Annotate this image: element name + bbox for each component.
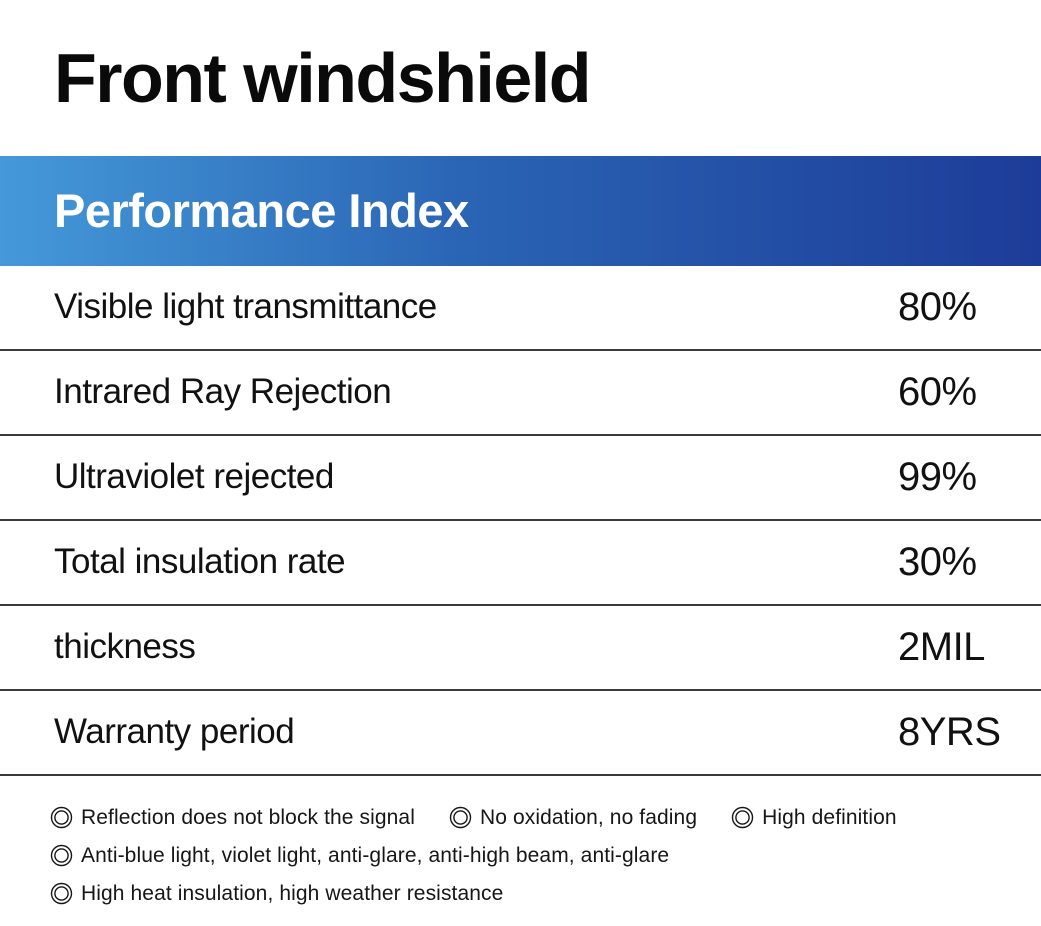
spec-label: Total insulation rate xyxy=(54,542,346,581)
banner-title: Performance Index xyxy=(54,184,469,237)
double-circle-icon xyxy=(50,882,73,905)
list-item: No oxidation, no fading xyxy=(449,806,697,830)
performance-index-banner: Performance Index xyxy=(0,155,1041,266)
spec-label: Visible light transmittance xyxy=(54,287,437,326)
page-title: Front windshield xyxy=(54,39,591,117)
table-row: Warranty period 8YRS xyxy=(0,691,1041,776)
double-circle-icon xyxy=(449,806,472,829)
spec-value: 30% xyxy=(898,539,977,584)
double-circle-icon xyxy=(50,806,73,829)
feature-text: High heat insulation, high weather resis… xyxy=(81,881,504,905)
list-item: Reflection does not block the signal xyxy=(50,806,415,830)
spec-table: Visible light transmittance 80% Intrared… xyxy=(0,266,1041,776)
spec-value: 99% xyxy=(898,454,977,499)
feature-line: High heat insulation, high weather resis… xyxy=(50,882,1041,906)
table-row: Intrared Ray Rejection 60% xyxy=(0,351,1041,436)
feature-text: Reflection does not block the signal xyxy=(81,805,415,829)
feature-line: Reflection does not block the signal No … xyxy=(50,806,1041,830)
table-row: Ultraviolet rejected 99% xyxy=(0,436,1041,521)
double-circle-icon xyxy=(731,806,754,829)
spec-value: 2MIL xyxy=(898,624,985,669)
feature-text: No oxidation, no fading xyxy=(479,805,698,829)
double-circle-icon xyxy=(50,844,73,867)
feature-text: Anti-blue light, violet light, anti-glar… xyxy=(81,843,670,867)
feature-list: Reflection does not block the signal No … xyxy=(0,776,1041,906)
feature-text: High definition xyxy=(762,805,897,829)
spec-label: Intrared Ray Rejection xyxy=(54,372,392,411)
spec-label: thickness xyxy=(54,627,196,666)
table-row: Total insulation rate 30% xyxy=(0,521,1041,606)
spec-value: 80% xyxy=(898,284,977,329)
table-row: Visible light transmittance 80% xyxy=(0,266,1041,351)
list-item: Anti-blue light, violet light, anti-glar… xyxy=(50,844,669,868)
spec-label: Ultraviolet rejected xyxy=(54,457,334,496)
table-row: thickness 2MIL xyxy=(0,606,1041,691)
spec-value: 8YRS xyxy=(898,709,1001,754)
feature-line: Anti-blue light, violet light, anti-glar… xyxy=(50,844,1041,868)
spec-value: 60% xyxy=(898,369,977,414)
list-item: High definition xyxy=(731,806,897,830)
list-item: High heat insulation, high weather resis… xyxy=(50,882,503,906)
spec-label: Warranty period xyxy=(54,712,295,751)
